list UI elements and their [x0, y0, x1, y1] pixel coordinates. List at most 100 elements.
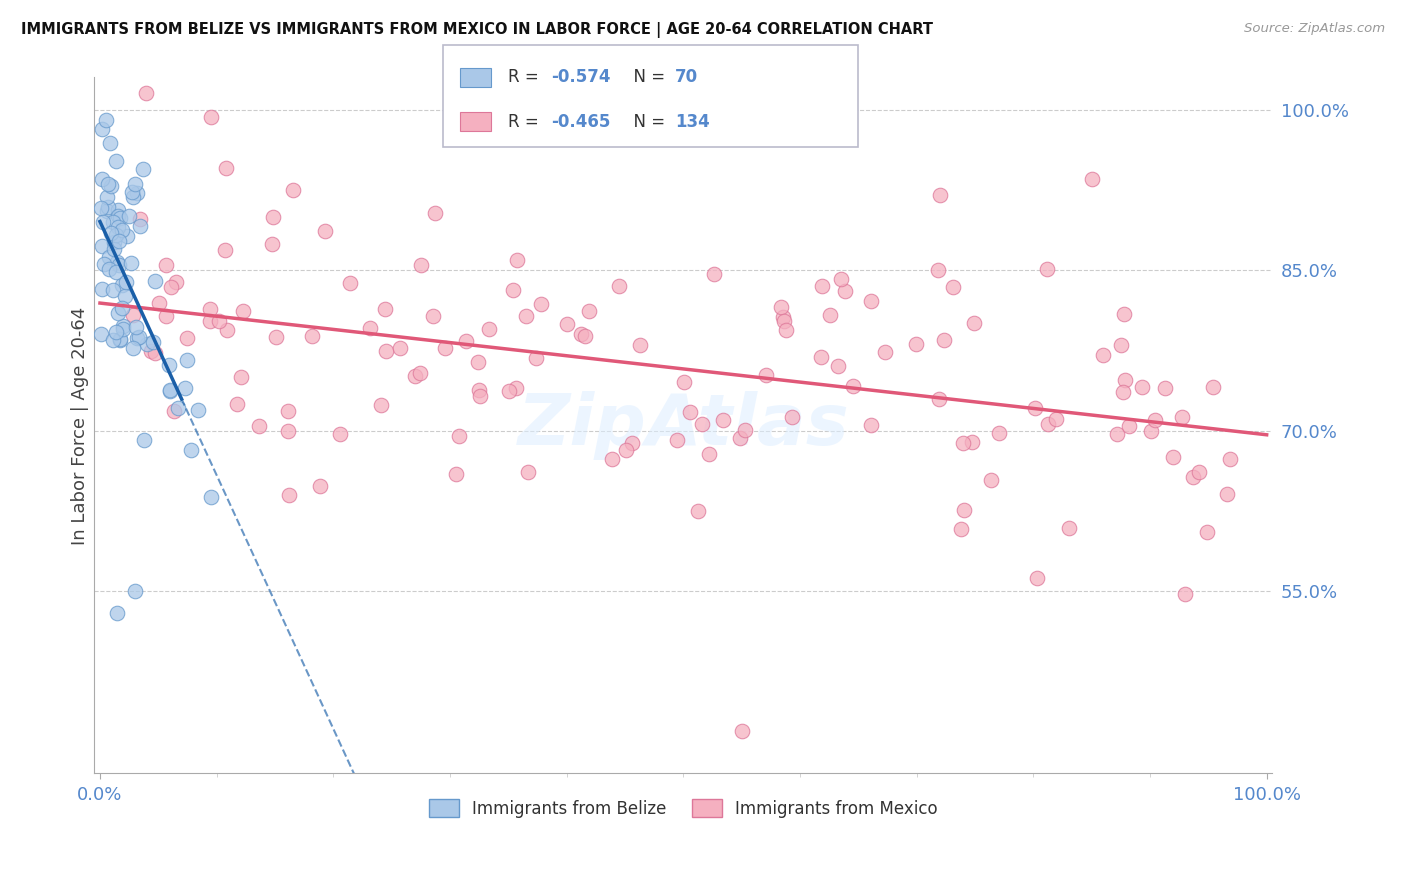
Point: [1130, 380, 1153, 394]
Text: -0.465: -0.465: [551, 112, 610, 130]
Point: [1144, 413, 1167, 427]
Point: [329, 426, 352, 441]
Point: [1215, 487, 1237, 501]
Point: [571, 326, 593, 341]
Point: [121, 186, 143, 200]
Point: [94, 112, 117, 127]
Point: [98, 250, 121, 264]
Point: [101, 215, 124, 229]
Point: [90, 201, 112, 215]
Point: [115, 229, 138, 244]
Point: [176, 331, 198, 345]
Legend: Immigrants from Belize, Immigrants from Mexico: Immigrants from Belize, Immigrants from …: [422, 793, 945, 824]
Point: [107, 606, 129, 620]
Point: [952, 502, 974, 516]
Point: [142, 334, 165, 349]
Point: [129, 211, 152, 226]
Point: [375, 343, 398, 358]
Point: [136, 336, 159, 351]
Point: [1091, 348, 1114, 362]
Point: [107, 305, 129, 319]
Point: [157, 358, 180, 372]
Point: [108, 332, 131, 346]
Point: [952, 436, 974, 450]
Point: [114, 288, 136, 302]
Point: [1105, 426, 1128, 441]
Point: [841, 379, 863, 393]
Point: [934, 333, 956, 347]
Point: [1181, 470, 1204, 484]
Point: [827, 359, 849, 374]
Point: [98, 136, 121, 150]
Point: [665, 434, 688, 448]
Point: [1188, 465, 1211, 479]
Y-axis label: In Labor Force | Age 20-64: In Labor Force | Age 20-64: [72, 306, 89, 544]
Point: [111, 301, 134, 315]
Point: [339, 276, 361, 290]
Point: [409, 366, 432, 380]
Point: [260, 237, 283, 252]
Point: [104, 325, 127, 339]
Point: [928, 392, 950, 406]
Point: [444, 467, 467, 481]
Point: [308, 478, 330, 492]
Point: [578, 303, 600, 318]
Point: [91, 215, 114, 229]
Point: [607, 279, 630, 293]
Point: [314, 223, 336, 237]
Point: [104, 265, 127, 279]
Point: [456, 334, 478, 349]
Point: [200, 110, 222, 124]
Point: [755, 368, 778, 382]
Point: [859, 294, 882, 309]
Point: [122, 189, 145, 203]
Point: [530, 297, 553, 311]
Point: [107, 202, 129, 217]
Text: 134: 134: [675, 112, 710, 130]
Point: [1024, 401, 1046, 415]
Point: [162, 404, 184, 418]
Point: [278, 488, 301, 502]
Point: [467, 355, 489, 369]
Point: [422, 309, 444, 323]
Point: [122, 341, 145, 355]
Point: [215, 161, 238, 175]
Point: [122, 309, 145, 323]
Point: [110, 333, 132, 347]
Point: [468, 389, 491, 403]
Point: [115, 275, 138, 289]
Point: [929, 188, 952, 202]
Point: [143, 274, 166, 288]
Point: [960, 435, 983, 450]
Point: [811, 278, 834, 293]
Point: [775, 323, 797, 337]
Text: IMMIGRANTS FROM BELIZE VS IMMIGRANTS FROM MEXICO IN LABOR FORCE | AGE 20-64 CORR: IMMIGRANTS FROM BELIZE VS IMMIGRANTS FRO…: [21, 22, 934, 38]
Point: [110, 223, 132, 237]
Point: [1153, 381, 1175, 395]
Point: [830, 272, 852, 286]
Point: [283, 183, 305, 197]
Point: [208, 313, 231, 327]
Point: [1036, 261, 1059, 276]
Point: [103, 284, 125, 298]
Point: [1197, 525, 1219, 540]
Point: [1114, 373, 1136, 387]
Point: [97, 178, 120, 192]
Point: [103, 235, 125, 249]
Point: [100, 179, 122, 194]
Point: [515, 310, 537, 324]
Point: [143, 345, 166, 359]
Point: [301, 328, 323, 343]
Point: [118, 209, 141, 223]
Point: [374, 302, 396, 317]
Point: [600, 452, 623, 467]
Point: [555, 318, 578, 332]
Point: [433, 341, 456, 355]
Point: [505, 380, 527, 394]
Point: [506, 253, 529, 268]
Point: [96, 190, 118, 204]
Point: [124, 584, 146, 599]
Point: [103, 242, 125, 256]
Point: [927, 263, 949, 277]
Point: [155, 309, 177, 323]
